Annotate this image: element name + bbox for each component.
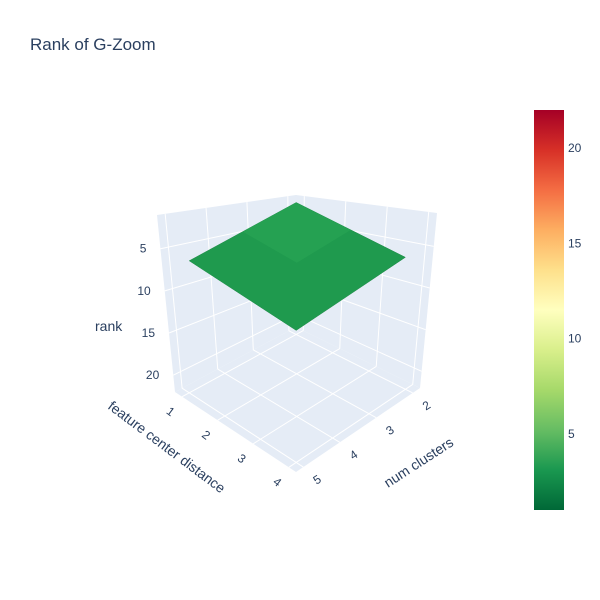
grid-line bbox=[173, 313, 297, 376]
grid-line bbox=[217, 348, 341, 421]
grid-line bbox=[295, 313, 422, 372]
surface-highlight bbox=[242, 202, 351, 263]
y-tick: 4 bbox=[270, 474, 284, 489]
grid-line bbox=[205, 207, 219, 370]
surface[interactable] bbox=[188, 202, 406, 331]
x-tick: 3 bbox=[383, 422, 396, 438]
colorbar-tick: 20 bbox=[568, 141, 582, 155]
z-tick: 10 bbox=[137, 284, 151, 298]
grid-line bbox=[181, 330, 304, 398]
x-axis-title: num clusters bbox=[381, 434, 456, 491]
colorbar-gradient bbox=[534, 110, 564, 510]
chart-title: Rank of G-Zoom bbox=[30, 35, 156, 54]
grid-line bbox=[375, 206, 388, 367]
grid-line bbox=[253, 366, 377, 445]
grid-line bbox=[253, 349, 377, 419]
z-tick: 5 bbox=[140, 242, 147, 256]
z-tick: 15 bbox=[142, 326, 156, 340]
colorbar-tick: 10 bbox=[568, 332, 582, 346]
grid-line bbox=[288, 383, 413, 468]
colorbar-tick: 15 bbox=[568, 236, 582, 250]
grid-line bbox=[181, 387, 304, 468]
y-tick: 1 bbox=[164, 404, 178, 419]
z-tick: 20 bbox=[146, 368, 160, 382]
x-tick: 4 bbox=[347, 447, 360, 463]
grid-line bbox=[412, 211, 430, 385]
grid-line bbox=[164, 213, 183, 389]
x-tick: 2 bbox=[420, 398, 433, 414]
colorbar-tick-labels: 5 10 15 20 bbox=[568, 141, 582, 441]
y-tick: 2 bbox=[199, 427, 213, 442]
grid-line bbox=[217, 368, 341, 443]
colorbar-tick: 5 bbox=[568, 427, 575, 441]
colorbar: 5 10 15 20 bbox=[534, 110, 582, 510]
z-axis-title: rank bbox=[95, 318, 123, 334]
z-tick-labels: 5 10 15 20 bbox=[137, 242, 159, 382]
floor bbox=[175, 327, 420, 472]
grid-line bbox=[288, 330, 413, 394]
y-tick: 3 bbox=[235, 451, 249, 466]
x-tick: 5 bbox=[310, 472, 323, 488]
